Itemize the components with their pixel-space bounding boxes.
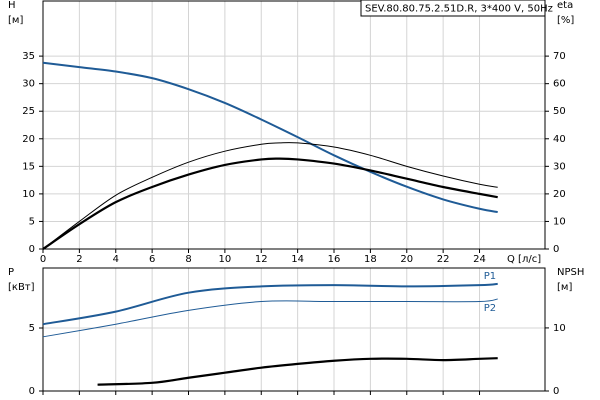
x-tick-label: 4	[113, 254, 119, 265]
title-box	[360, 0, 546, 17]
y2-tick-label: 10	[553, 216, 566, 227]
x-tick-label: 20	[400, 254, 413, 265]
y-axis-label: P	[8, 267, 14, 278]
y-axis-label: H	[8, 0, 16, 11]
x-tick-label: 22	[437, 254, 450, 265]
y2-tick-label: 40	[553, 134, 566, 145]
curve-label: P2	[484, 303, 496, 314]
curve-label: P1	[484, 271, 496, 282]
y2-tick-label: 0	[553, 244, 559, 255]
x-axis-label: Q [л/с]	[507, 254, 541, 265]
x-tick-label: 14	[291, 254, 304, 265]
plot-frame	[42, 0, 546, 250]
curve	[42, 61, 498, 214]
x-tick-label: 24	[473, 254, 486, 265]
x-tick-label: 6	[149, 254, 155, 265]
y-tick-label: 5	[29, 216, 35, 227]
y2-tick-label: 60	[553, 79, 566, 90]
x-tick-label: 0	[40, 254, 46, 265]
y-tick-label: 20	[22, 134, 35, 145]
y-tick-label: 0	[29, 386, 35, 397]
y2-tick-label: 30	[553, 161, 566, 172]
curve	[42, 157, 498, 250]
x-tick-label: 16	[328, 254, 341, 265]
y-tick-label: 25	[22, 106, 35, 117]
y-axis-label: [м]	[8, 15, 23, 26]
y-axis-label: [кВт]	[8, 282, 35, 293]
curve	[97, 357, 498, 386]
plot-frame	[42, 267, 546, 392]
y2-tick-label: 70	[553, 51, 566, 62]
x-tick-label: 10	[219, 254, 232, 265]
x-tick-label: 8	[185, 254, 191, 265]
y-tick-label: 5	[29, 323, 35, 334]
x-tick-label: 18	[364, 254, 377, 265]
y-tick-label: 15	[22, 161, 35, 172]
y-tick-label: 10	[22, 189, 35, 200]
y-tick-label: 35	[22, 51, 35, 62]
x-tick-label: 2	[76, 254, 82, 265]
y2-tick-label: 50	[553, 106, 566, 117]
y2-axis-label: NPSH	[557, 267, 584, 278]
y2-axis-label: [%]	[557, 15, 574, 26]
curve	[42, 142, 498, 250]
y2-tick-label: 0	[553, 386, 559, 397]
y-tick-label: 0	[29, 244, 35, 255]
y2-tick-label: 10	[553, 323, 566, 334]
chart-title: SEV.80.80.75.2.51D.R, 3*400 V, 50Hz	[365, 4, 553, 15]
y-tick-label: 30	[22, 79, 35, 90]
y2-tick-label: 20	[553, 189, 566, 200]
curve	[42, 282, 498, 326]
curve	[42, 298, 498, 338]
y2-axis-label: [м]	[557, 282, 572, 293]
x-tick-label: 12	[255, 254, 268, 265]
y2-axis-label: eta	[557, 0, 573, 11]
